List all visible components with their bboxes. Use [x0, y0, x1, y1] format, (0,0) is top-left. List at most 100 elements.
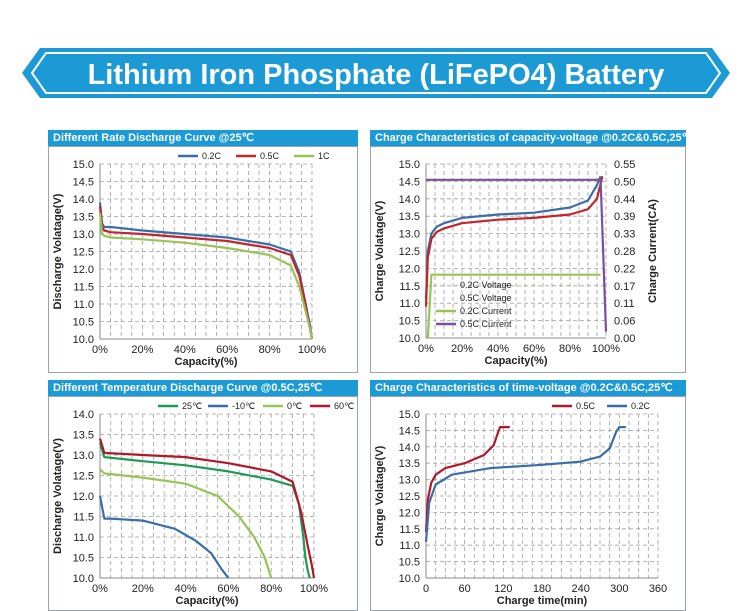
x-tick-label: 60%: [523, 343, 545, 355]
legend-label: 0.5C: [260, 151, 280, 161]
y2-tick-label: 0.50: [614, 176, 635, 188]
y-axis-label: Charge Volatage(V): [374, 445, 386, 546]
y2-tick-label: 0.39: [614, 211, 635, 223]
y-tick-label: 14.0: [73, 409, 94, 421]
y-tick-label: 12.5: [399, 246, 420, 258]
chart-rate-discharge: 10.0 10.5 11.0 11.5 12.0 12.5 13.0 13.5 14.0 14.5…: [52, 151, 330, 368]
y-tick-label: 13.0: [399, 229, 420, 241]
x-tick-label: 100%: [300, 583, 328, 595]
y2-tick-label: 0.28: [614, 246, 635, 258]
legend-label: 0.2C: [631, 401, 651, 411]
legend-label: -10℃: [232, 401, 255, 411]
y-tick-label: 10.5: [399, 316, 420, 328]
series-line-2: [98, 212, 314, 340]
legend-label: 0.5C: [576, 401, 596, 411]
x-tick-label: 80%: [259, 344, 281, 356]
y-tick-label: 11.5: [399, 281, 420, 293]
x-tick-label: 60: [459, 583, 471, 595]
series-line-0: [98, 442, 311, 579]
chart-2-title: Charge Characteristics of capacity-volta…: [370, 130, 686, 146]
x-tick-label: 360: [649, 583, 667, 595]
x-tick-label: 100%: [298, 344, 326, 356]
x-tick-label: 60%: [216, 344, 238, 356]
x-tick-label: 40%: [487, 343, 509, 355]
x-axis-label: Capacity(%): [485, 355, 548, 367]
page-title: Lithium Iron Phosphate (LiFePO4) Battery: [88, 59, 665, 91]
legend-label: 0.2C Voltage: [460, 280, 512, 290]
y2-tick-label: 0.55: [614, 159, 635, 171]
y-tick-label: 13.5: [73, 430, 94, 442]
y-tick-label: 13.5: [399, 458, 420, 470]
x-tick-label: 40%: [174, 344, 196, 356]
x-tick-label: 120: [494, 583, 512, 595]
x-axis-label: Capacity(%): [175, 356, 238, 368]
y2-tick-label: 0.11: [614, 298, 635, 310]
y-tick-label: 11.0: [73, 299, 94, 311]
series-line-1: [98, 205, 314, 340]
x-tick-label: 0%: [92, 344, 108, 356]
banner-ribbon: [22, 48, 730, 98]
y2-tick-label: 0.44: [614, 194, 635, 206]
y2-tick-label: 0.00: [614, 333, 635, 345]
y-tick-label: 10.0: [73, 573, 94, 585]
x-tick-label: 60%: [217, 583, 239, 595]
y-tick-label: 14.0: [399, 442, 420, 454]
x-tick-label: 80%: [559, 343, 581, 355]
legend-label: 0.2C: [202, 151, 222, 161]
y-tick-label: 12.0: [399, 263, 420, 275]
y-tick-label: 11.5: [73, 282, 94, 294]
y-tick-label: 11.5: [399, 524, 420, 536]
x-axis-label: Capacity(%): [176, 595, 239, 607]
x-tick-label: 100%: [592, 343, 620, 355]
legend-label: 0℃: [287, 401, 302, 411]
y-tick-label: 14.5: [399, 425, 420, 437]
y-tick-label: 12.0: [399, 507, 420, 519]
y-tick-label: 13.5: [399, 211, 420, 223]
chart-2-frame: [370, 146, 686, 373]
y-tick-label: 10.0: [399, 333, 420, 345]
y-tick-label: 12.5: [73, 247, 94, 259]
y-tick-label: 10.0: [73, 334, 94, 346]
y-tick-label: 10.0: [399, 573, 420, 585]
y-tick-label: 10.5: [73, 553, 94, 565]
x-tick-label: 300: [610, 583, 628, 595]
legend-label: 0.5C Current: [460, 319, 512, 329]
y2-tick-label: 0.33: [614, 229, 635, 241]
series-line-2: [426, 273, 601, 339]
x-tick-label: 0%: [92, 583, 108, 595]
y-tick-label: 14.5: [73, 177, 94, 189]
legend-label: 0.5C Voltage: [460, 293, 512, 303]
x-tick-label: 80%: [260, 583, 282, 595]
series-line-0: [424, 175, 602, 300]
y-tick-label: 10.5: [399, 557, 420, 569]
y-axis-label: Discharge Volatage(V): [52, 438, 64, 554]
y-tick-label: 13.0: [73, 229, 94, 241]
y2-axis-label: Charge Current(CA): [647, 199, 659, 303]
y-tick-label: 11.0: [399, 540, 420, 552]
x-tick-label: 20%: [132, 583, 154, 595]
y2-tick-label: 0.17: [614, 281, 635, 293]
y-tick-label: 14.0: [73, 194, 94, 206]
y-tick-label: 12.5: [73, 471, 94, 483]
y2-tick-label: 0.22: [614, 263, 635, 275]
series-line-1: [98, 495, 230, 579]
series-line-3: [426, 178, 608, 332]
legend-label: 1C: [318, 151, 330, 161]
legend-label: 0.2C Current: [460, 306, 512, 316]
y-tick-label: 10.5: [73, 317, 94, 329]
y-tick-label: 12.5: [399, 491, 420, 503]
chart-time-voltage: 10.0 10.5 11.0 11.5 12.0 12.5 13.0 13.5 14.0 14.5…: [374, 401, 667, 607]
y-tick-label: 13.0: [399, 475, 420, 487]
y-axis-label: Charge Volatage(V): [374, 200, 386, 301]
y2-tick-label: 0.06: [614, 316, 635, 328]
y-tick-label: 15.0: [399, 159, 420, 171]
series-line-1: [424, 175, 604, 307]
y-tick-label: 14.0: [399, 194, 420, 206]
y-tick-label: 13.5: [73, 212, 94, 224]
y-tick-label: 12.0: [73, 491, 94, 503]
y-tick-label: 11.0: [73, 532, 94, 544]
x-tick-label: 0: [423, 583, 429, 595]
x-tick-label: 240: [571, 583, 589, 595]
y-tick-label: 11.0: [399, 298, 420, 310]
y-tick-label: 14.5: [399, 176, 420, 188]
